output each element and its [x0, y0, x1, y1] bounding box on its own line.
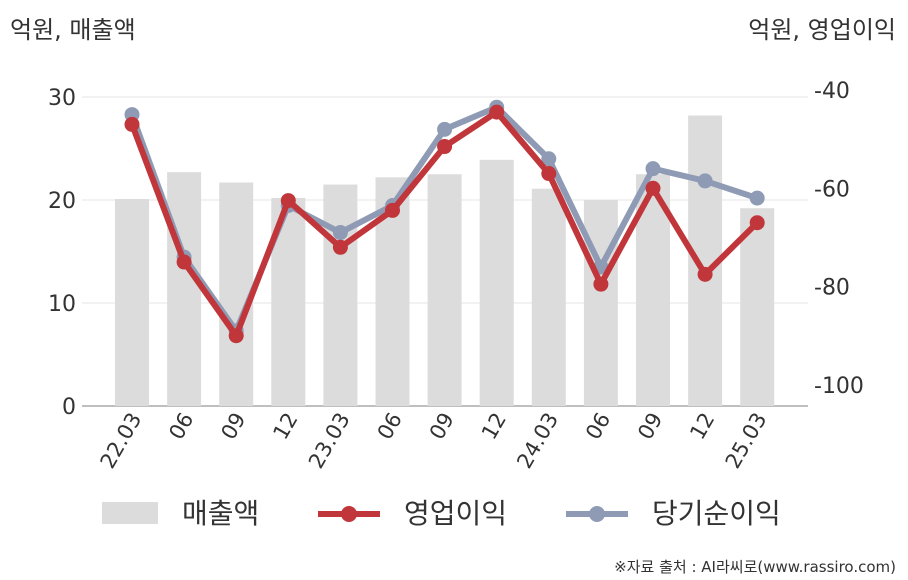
x-tick-label: 23.03	[304, 409, 355, 473]
operating-profit-point	[541, 166, 557, 182]
x-tick-label: 24.03	[512, 409, 563, 473]
x-axis-ticks: 22.03 06 09 12 23.03 06 09 12 24.03 06 09 12 25.03	[95, 409, 771, 473]
x-tick-label: 09	[425, 409, 459, 444]
x-tick-label: 06	[164, 409, 198, 444]
legend-swatch-net-income-marker	[589, 506, 605, 522]
x-tick-label: 12	[268, 409, 302, 444]
operating-profit-point	[489, 104, 505, 120]
left-axis-tick-label: 20	[48, 189, 76, 214]
left-axis-tick-label: 0	[62, 395, 76, 420]
source-text: ※자료 출처 : AI라씨로(www.rassiro.com)	[614, 558, 896, 576]
right-axis-ticks: -40 -60 -80 -100	[814, 79, 864, 399]
x-tick-label: 22.03	[95, 409, 146, 473]
revenue-bar	[427, 174, 462, 406]
right-axis-tick-label: -100	[814, 374, 864, 399]
operating-profit-point	[176, 254, 192, 270]
net-income-point	[645, 161, 661, 177]
legend-label-net-income: 당기순이익	[652, 497, 781, 530]
operating-profit-point	[437, 139, 453, 155]
revenue-bar	[531, 188, 566, 406]
operating-profit-point	[228, 328, 244, 344]
right-axis-tick-label: -40	[814, 79, 850, 104]
right-axis-unit-label: 억원, 영업이익	[748, 16, 896, 44]
x-tick-label: 25.03	[721, 409, 772, 473]
left-axis-ticks: 0 10 20 30	[48, 86, 76, 420]
operating-profit-point	[280, 193, 296, 209]
left-axis-unit-label: 억원, 매출액	[10, 16, 136, 44]
x-tick-label: 06	[373, 409, 407, 444]
right-axis-tick-label: -60	[814, 177, 850, 202]
profit-lines	[124, 99, 765, 344]
operating-profit-point	[593, 276, 609, 292]
operating-profit-point	[645, 180, 661, 196]
net-income-point	[749, 190, 765, 206]
revenue-bar	[479, 159, 514, 406]
net-income-point	[437, 121, 453, 137]
left-axis-tick-label: 30	[48, 86, 76, 111]
operating-profit-point	[697, 266, 713, 282]
revenue-bar	[167, 172, 202, 406]
operating-profit-point	[332, 239, 348, 255]
revenue-bar	[115, 198, 149, 406]
x-tick-label: 06	[581, 409, 615, 444]
legend-label-revenue: 매출액	[182, 497, 259, 530]
x-tick-label: 12	[685, 409, 719, 444]
revenue-bars	[115, 115, 775, 406]
revenue-bar	[740, 208, 775, 406]
net-income-point	[541, 151, 557, 167]
net-income-point	[332, 225, 348, 241]
x-tick-label: 09	[633, 409, 667, 444]
operating-profit-point	[749, 215, 765, 231]
left-axis-tick-label: 10	[48, 292, 76, 317]
legend-swatch-revenue	[102, 502, 158, 524]
net-income-point	[697, 173, 713, 189]
revenue-bar	[583, 200, 618, 406]
legend-swatch-operating-profit-marker	[341, 506, 357, 522]
legend-label-operating-profit: 영업이익	[404, 497, 507, 530]
revenue-bar	[323, 184, 358, 406]
operating-profit-point	[385, 202, 400, 218]
operating-profit-point	[124, 116, 140, 132]
legend: 매출액 영업이익 당기순이익	[102, 497, 781, 530]
right-axis-tick-label: -80	[814, 276, 850, 301]
x-tick-label: 12	[477, 409, 511, 444]
revenue-bar	[219, 182, 254, 406]
x-tick-label: 09	[216, 409, 250, 444]
